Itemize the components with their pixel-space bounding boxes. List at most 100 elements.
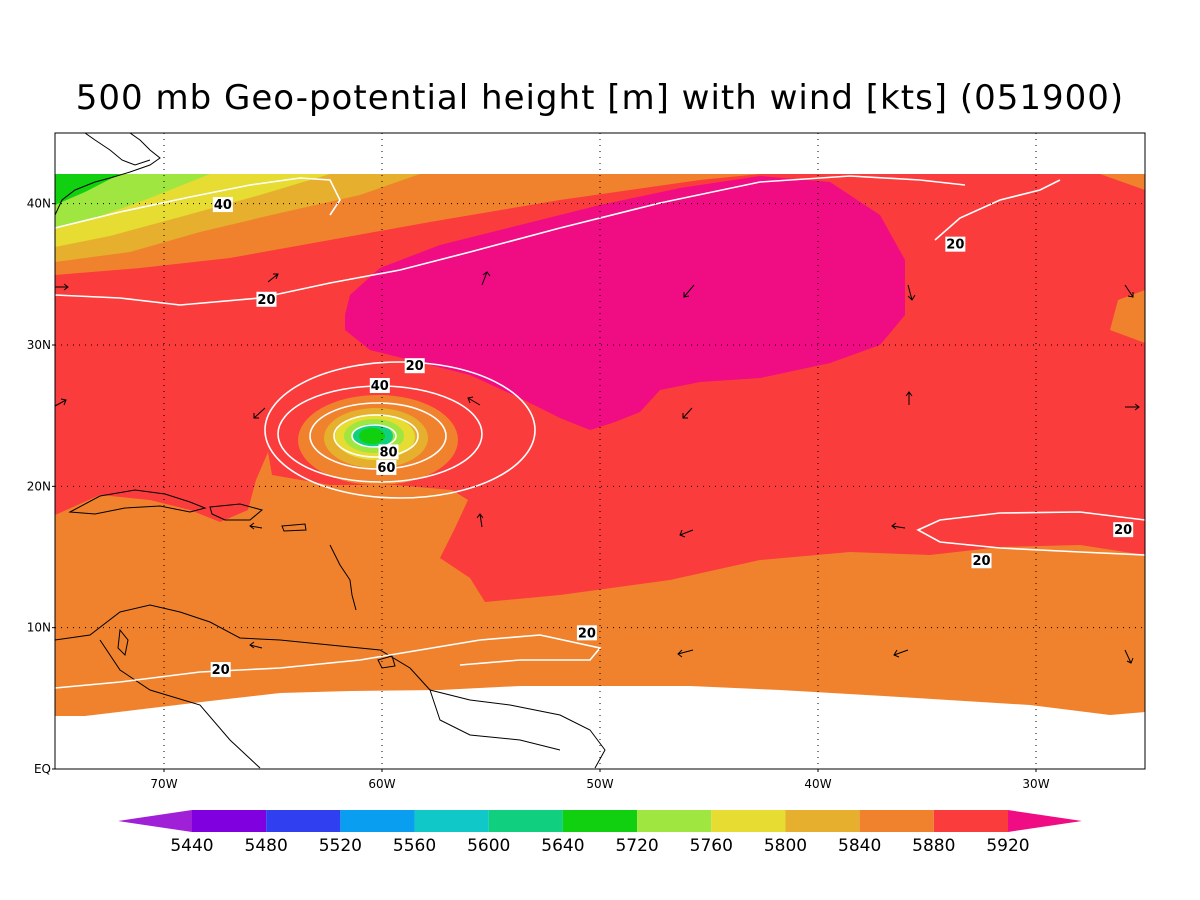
wind-arrow	[677, 649, 694, 658]
wind-arrow	[467, 396, 481, 406]
longitude-label: 60W	[368, 777, 395, 791]
wind-arrow	[476, 513, 484, 528]
contour-label: 20	[972, 554, 990, 569]
wind-contour-storm-core	[351, 424, 397, 448]
wind-arrow	[679, 529, 694, 538]
colorbar-label: 5520	[319, 836, 362, 856]
storm-ring-5720	[359, 428, 385, 444]
contour-label: 40	[371, 379, 389, 394]
contour-label: 60	[377, 461, 395, 476]
colorbar-swatch	[414, 810, 489, 832]
colorbar-high-triangle	[1008, 810, 1082, 832]
coast-north-america	[55, 133, 161, 216]
colorbar-label: 5640	[541, 836, 584, 856]
wind-arrow	[907, 284, 916, 301]
wind-arrow	[1125, 403, 1140, 411]
colorbar-label: 5880	[912, 836, 955, 856]
colorbar-swatch	[711, 810, 786, 832]
colorbar-swatch	[340, 810, 415, 832]
coast-puerto-rico	[281, 523, 307, 532]
height-fill-5960	[345, 176, 905, 430]
contour-label-box	[576, 625, 597, 641]
contour-label-box	[1113, 522, 1134, 538]
longitude-label: 50W	[586, 777, 613, 791]
colorbar-label: 5760	[690, 836, 733, 856]
contour-label-box	[376, 459, 397, 475]
wind-contour-nw-40	[55, 177, 341, 229]
contour-label-box	[369, 377, 390, 393]
colorbar: 5440 5480 5520 5560 5600 5640 5720 5760 5800 5840…	[118, 810, 1082, 856]
longitude-label: 30W	[1022, 777, 1049, 791]
wind-vectors	[55, 271, 1140, 664]
wind-contour-ne-20	[934, 179, 1061, 241]
coast-guyana	[429, 689, 561, 751]
wind-contour-east-20a	[916, 511, 1145, 556]
wind-contours	[55, 175, 1145, 689]
coast-trinidad	[377, 655, 396, 669]
contour-label-box	[945, 236, 966, 252]
wind-arrow	[249, 641, 263, 649]
contour-label-box	[210, 662, 231, 678]
coast-south-america	[55, 604, 606, 769]
longitude-label: 40W	[804, 777, 831, 791]
contour-label: 20	[406, 359, 424, 374]
latitude-label: 10N	[27, 621, 51, 635]
wind-arrow	[905, 391, 913, 405]
wind-arrow	[481, 271, 491, 286]
coast-venezuela-interior	[99, 639, 261, 769]
contour-label-box	[256, 291, 277, 307]
contour-label: 20	[212, 663, 230, 678]
wind-contour-nw-20	[55, 175, 966, 306]
colorbar-swatch	[637, 810, 712, 832]
wind-arrow	[249, 522, 263, 530]
wind-contour-south-20	[55, 634, 602, 689]
contour-label-box	[378, 444, 399, 460]
latitude-labels: 40N 30N 20N 10N EQ	[27, 197, 55, 776]
wind-arrow	[55, 398, 67, 407]
colorbar-label: 5840	[838, 836, 881, 856]
contour-label: 20	[257, 293, 275, 308]
latitude-label: EQ	[34, 762, 51, 776]
height-fill-5720-nw	[55, 174, 120, 205]
map-title: 500 mb Geo-potential height [m] with win…	[75, 78, 1125, 118]
latitude-label: 40N	[27, 197, 51, 211]
contour-label: 20	[1114, 523, 1132, 538]
colorbar-label: 5920	[986, 836, 1029, 856]
longitude-label: 70W	[150, 777, 177, 791]
colorbar-label: 5800	[764, 836, 807, 856]
wind-arrow	[1124, 284, 1134, 298]
coast-lesser-antilles	[329, 544, 357, 611]
contour-label: 40	[214, 198, 232, 213]
contour-label: 20	[946, 238, 964, 253]
contour-label-box	[212, 197, 233, 213]
colorbar-swatch	[933, 810, 1008, 832]
colorbar-swatch	[562, 810, 638, 832]
coast-cuba	[68, 489, 207, 515]
height-fill-layers	[55, 133, 1145, 716]
latitude-label: 20N	[27, 479, 51, 493]
wind-arrow	[891, 522, 906, 530]
wind-arrow	[253, 407, 266, 419]
colorbar-swatch	[266, 810, 341, 832]
contour-label-box	[971, 553, 992, 569]
latitude-label: 30N	[27, 338, 51, 352]
contour-label-box	[404, 358, 425, 374]
colorbar-label: 5600	[467, 836, 510, 856]
colorbar-swatch	[859, 810, 934, 832]
wind-arrow	[55, 283, 69, 291]
colorbar-swatch	[785, 810, 860, 832]
colorbar-swatch	[488, 810, 563, 832]
wind-arrow	[267, 273, 279, 283]
coast-hispaniola	[209, 503, 264, 521]
coast-nova-scotia	[84, 133, 151, 166]
wind-arrow	[893, 649, 909, 658]
colorbar-label: 5440	[170, 836, 213, 856]
wind-contour-storm-20	[264, 361, 536, 499]
wind-contour-storm-80	[333, 414, 419, 458]
wind-arrow	[682, 407, 693, 419]
colorbar-label: 5480	[245, 836, 288, 856]
wind-arrow	[1124, 649, 1134, 664]
colorbar-swatch	[192, 810, 267, 832]
